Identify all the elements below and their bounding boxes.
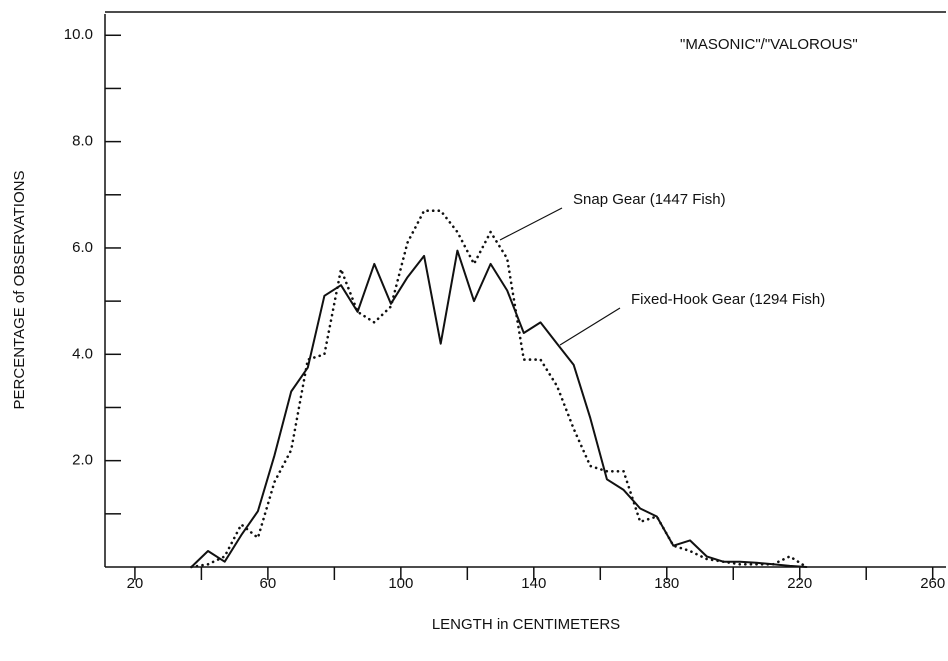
series-line [190, 209, 808, 569]
x-axis-title: LENGTH in CENTIMETERS [432, 616, 620, 633]
y-tick-label: 6.0 [72, 239, 93, 256]
x-tick-label: 260 [920, 575, 945, 592]
series-line [190, 249, 808, 568]
x-tick-label: 140 [521, 575, 546, 592]
y-axis-title: PERCENTAGE of OBSERVATIONS [11, 171, 28, 410]
y-tick-label: 8.0 [72, 133, 93, 150]
x-tick-label: 220 [787, 575, 812, 592]
x-tick-label: 60 [260, 575, 277, 592]
y-tick-label: 4.0 [72, 345, 93, 362]
x-tick-label: 100 [388, 575, 413, 592]
y-tick-label: 10.0 [64, 26, 93, 43]
y-tick-label: 2.0 [72, 452, 93, 469]
x-tick-label: 180 [654, 575, 679, 592]
series-label: Snap Gear (1447 Fish) [573, 191, 726, 208]
annotation: "MASONIC"/"VALOROUS" [680, 36, 858, 53]
series-label: Fixed-Hook Gear (1294 Fish) [631, 291, 825, 308]
leader-line [559, 307, 621, 346]
x-tick-label: 20 [127, 575, 144, 592]
leader-line [499, 207, 563, 241]
